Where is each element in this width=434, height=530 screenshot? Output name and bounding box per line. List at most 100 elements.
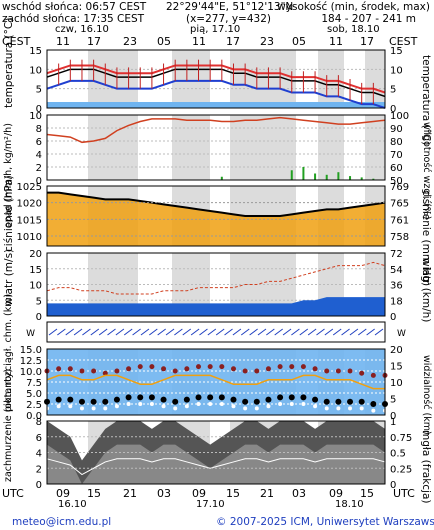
rain-ytick-left-3: 6 <box>36 137 42 148</box>
wind-arrow-6 <box>98 328 108 336</box>
grid-text: (x=277, y=432) <box>186 13 271 25</box>
footer-email[interactable]: meteo@icm.edu.pl <box>12 516 112 528</box>
wind-arrow-17 <box>190 328 200 336</box>
wind-ytick-right-4: 72 <box>390 249 403 260</box>
rain-ytick-left-5: 10 <box>29 111 42 122</box>
wind-arrow-34 <box>332 328 342 336</box>
hour-top-6: 23 <box>260 35 274 48</box>
cloudcover-low-area <box>47 444 385 484</box>
night-band-0-0 <box>88 50 138 108</box>
cloud-top-dot-1 <box>56 366 62 372</box>
height-title: wysokość (min, środek, max) <box>277 1 430 13</box>
cloud-base-dot-21 <box>288 394 295 401</box>
vis-ytick-right-3: 15 <box>390 362 403 373</box>
wind-speed-area <box>47 297 385 316</box>
cloud-top-dot-28 <box>370 372 376 378</box>
cloud-low-dot-20 <box>278 402 283 406</box>
hour-top-1: 17 <box>87 35 101 48</box>
cloud-base-dot-28 <box>370 401 377 407</box>
cloud-base-dot-5 <box>102 398 109 405</box>
hour-top-2: 23 <box>123 35 137 48</box>
hour-bottom-4: 09 <box>192 487 206 500</box>
wind-arrow-20 <box>215 328 225 336</box>
wind-arrow-29 <box>291 328 300 336</box>
cloud-top-dot-14 <box>207 364 213 370</box>
rain-ytick-left-2: 4 <box>36 150 42 161</box>
cloudcover-ytick-left-2: 4 <box>36 449 42 460</box>
temp-line-mid <box>46 68 386 98</box>
wind-arrow-13 <box>157 328 166 336</box>
cloud-low-dot-28 <box>371 408 376 413</box>
cloudext-ytick-left-6: 15.0 <box>20 345 42 356</box>
night-band-1-1 <box>172 115 210 180</box>
pressure-ytick-left-3: 1025 <box>17 182 42 193</box>
temp-ytick-right-0: 0 <box>390 104 396 115</box>
rain-bar-25 <box>337 172 340 180</box>
wind-ytick-left-2: 10 <box>29 281 42 292</box>
cloud-base-dot-12 <box>183 396 190 403</box>
day-bottom-2: 17.10 <box>196 499 225 510</box>
cloud-low-dot-11 <box>173 406 178 411</box>
cloud-base-dot-17 <box>242 398 249 405</box>
wind-arrow-35 <box>341 328 350 336</box>
wind-arrow-4 <box>82 328 91 336</box>
cloud-base-dot-10 <box>160 396 167 403</box>
cloud-top-dot-12 <box>184 366 190 372</box>
cloud-top-dot-26 <box>347 368 353 374</box>
wind-arrow-24 <box>249 328 258 336</box>
wind-arrow-19 <box>207 328 217 336</box>
cloud-low-dot-21 <box>289 402 294 406</box>
cloud-base-dot-2 <box>67 396 74 403</box>
cloud-low-dot-14 <box>208 402 213 406</box>
night-band-1-3 <box>318 115 344 180</box>
wind-arrow-31 <box>307 328 317 336</box>
cloud-base-dot-20 <box>277 394 284 401</box>
cloud-low-dot-1 <box>56 404 61 409</box>
wind-arrow-38 <box>366 328 375 336</box>
cloudcover-ytick-left-3: 6 <box>36 433 42 444</box>
night-band-1-0 <box>88 115 138 180</box>
rain-bar-24 <box>325 174 328 180</box>
wind-ytick-right-1: 18 <box>390 296 403 307</box>
cloud-low-dot-27 <box>359 406 364 411</box>
cloud-low-dot-26 <box>348 406 353 411</box>
cloud-low-dot-9 <box>149 402 154 406</box>
cloudext-ytick-left-1: 2.5 <box>26 400 42 411</box>
rain-ytick-right-4: 90 <box>390 124 403 135</box>
cloud-base-dot-15 <box>218 394 225 401</box>
cloud-base-dot-25 <box>335 398 342 405</box>
cloud-base-dot-11 <box>172 398 179 405</box>
wind-arrow-23 <box>240 328 250 336</box>
cloud-top-dot-21 <box>289 364 295 370</box>
temp-ytick-right-1: 5 <box>390 85 396 96</box>
cloud-top-dot-2 <box>67 366 73 372</box>
hour-top-3: 05 <box>157 35 171 48</box>
cloud-base-dot-13 <box>195 394 202 401</box>
fog-ytick-right-2: 0.5 <box>390 449 406 460</box>
cloudcover-line <box>46 458 386 476</box>
wind-ytick-left-4: 20 <box>29 249 42 260</box>
cloud-top-dot-20 <box>277 364 283 370</box>
cloud-top-dot-15 <box>219 364 225 370</box>
rain-bar-21 <box>290 170 293 180</box>
cloud-top-dot-11 <box>172 368 178 374</box>
fog-ytick-right-1: 0.25 <box>390 464 412 475</box>
pressure-ytick-left-1: 1015 <box>17 215 42 226</box>
cloud-low-dot-17 <box>243 406 248 411</box>
wind-arrow-7 <box>107 328 116 336</box>
temp-line-min <box>46 79 386 109</box>
wind-arrow-8 <box>115 328 125 336</box>
cloud-base-dot-6 <box>113 396 120 403</box>
wind-arrow-22 <box>232 328 242 336</box>
pressure-ytick-right-3: 769 <box>390 182 409 193</box>
cloud-top-dot-27 <box>359 370 365 376</box>
wind-ytick-right-3: 54 <box>390 265 403 276</box>
cloud-base-dot-9 <box>148 394 155 401</box>
fog-ytick-right-3: 0.75 <box>390 433 412 444</box>
rain-bar-22 <box>302 167 305 180</box>
cloud-top-dot-3 <box>79 368 85 374</box>
cloud-top-dot-8 <box>137 364 143 370</box>
tz-bottom-left: UTC <box>2 487 24 500</box>
height-values: 184 - 207 - 241 m <box>321 13 416 25</box>
